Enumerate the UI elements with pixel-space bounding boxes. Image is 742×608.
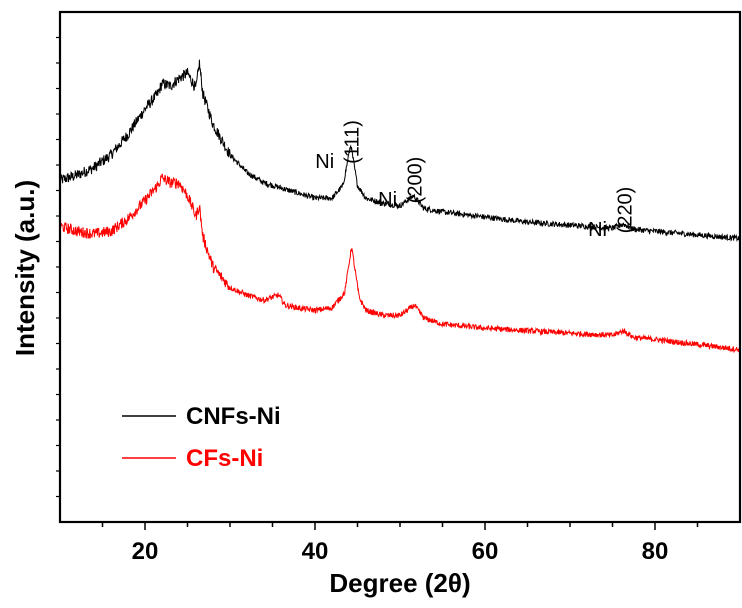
peak-annotation: Ni (111) (315, 120, 363, 173)
peak-hkl-label: (200) (405, 157, 427, 204)
series-layer (59, 59, 741, 354)
x-tick-label: 40 (302, 538, 329, 565)
peak-element-label: Ni (315, 151, 334, 173)
legend-label-cfs-ni: CFs-Ni (186, 445, 263, 472)
x-tick-labels: 20 40 60 80 (132, 538, 669, 565)
series-cfs-ni-line (59, 173, 741, 354)
x-tick-label: 20 (132, 538, 159, 565)
peak-annotation: Ni (220) (588, 187, 636, 241)
legend-label-cnfs-ni: CNFs-Ni (186, 403, 281, 430)
legend: CNFs-Ni CFs-Ni (122, 403, 281, 472)
x-ticks (101, 522, 699, 530)
y-axis-title: Intensity (a.u.) (10, 180, 40, 356)
series-cnfs-ni-line (59, 59, 741, 243)
peak-hkl-label: (220) (615, 187, 637, 234)
peak-annotations: Ni (111) Ni (200) Ni (220) (315, 120, 636, 241)
y-ticks (56, 36, 60, 498)
x-tick-label: 80 (642, 538, 669, 565)
x-axis-title: Degree (2θ) (329, 568, 470, 598)
x-tick-label: 60 (472, 538, 499, 565)
plot-frame (58, 10, 742, 524)
peak-element-label: Ni (588, 219, 607, 241)
peak-hkl-label: (111) (342, 120, 364, 164)
peak-annotation: Ni (200) (378, 157, 426, 211)
peak-element-label: Ni (378, 189, 397, 211)
